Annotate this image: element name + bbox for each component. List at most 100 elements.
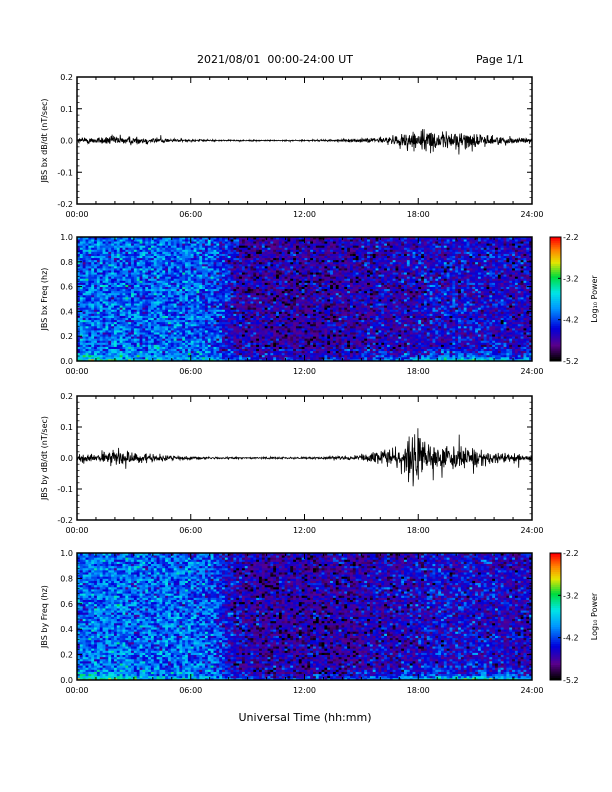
spectrogram-cell <box>119 332 123 335</box>
spectrogram-cell <box>199 315 203 318</box>
spectrogram-cell <box>295 319 300 323</box>
spectrogram-cell <box>179 282 183 285</box>
spectrogram-cell <box>236 294 240 298</box>
spectrogram-cell <box>227 309 231 312</box>
spectrogram-cell <box>159 315 163 318</box>
spectrogram-cell <box>261 358 266 362</box>
spectrogram-cell <box>133 253 138 256</box>
spectrogram-cell <box>105 292 109 296</box>
spectrogram-cell <box>287 294 291 298</box>
spectrogram-cell <box>210 311 214 314</box>
spectrogram-cell <box>256 243 260 246</box>
spectrogram-cell <box>264 257 268 261</box>
spectrogram-cell <box>216 249 220 252</box>
spectrogram-cell <box>301 342 305 345</box>
spectrogram-cell <box>230 354 234 358</box>
spectrogram-cell <box>156 309 160 312</box>
spectrogram-cell <box>153 358 158 362</box>
spectrogram-cell <box>119 344 123 347</box>
spectrogram-cell <box>176 286 180 290</box>
spectrogram-cell <box>99 280 103 283</box>
spectrogram-cell <box>111 299 115 302</box>
spectrogram-cell <box>196 270 200 273</box>
spectrogram-cell <box>82 282 86 285</box>
spectrogram-cell <box>298 272 303 275</box>
spectrogram-cell <box>136 282 140 285</box>
spectrogram-cell <box>94 325 98 329</box>
spectrogram-cell <box>122 340 126 343</box>
spectrogram-cell <box>77 237 81 240</box>
spectrogram-cell <box>131 327 135 331</box>
spectrogram-cell <box>230 280 234 283</box>
spectrogram-cell <box>222 239 226 242</box>
spectrogram-cell <box>287 325 291 329</box>
spectrogram-cell <box>170 323 175 327</box>
spectrogram-cell <box>224 288 229 292</box>
spectrogram-cell <box>199 327 203 331</box>
spectrogram-cell <box>239 344 243 347</box>
spectrogram-cell <box>281 352 285 356</box>
spectrogram-cell <box>176 282 180 285</box>
spectrogram-cell <box>247 272 251 275</box>
spectrogram-cell <box>131 307 135 310</box>
spectrogram-cell <box>185 334 189 337</box>
spectrogram-cell <box>102 342 106 345</box>
spectrogram-cell <box>290 319 294 323</box>
spectrogram-cell <box>125 311 129 314</box>
spectrogram-cell <box>193 280 197 283</box>
spectrogram-cell <box>276 292 280 296</box>
spectrogram-cell <box>247 274 251 277</box>
spectrogram-cell <box>113 245 118 248</box>
spectrogram-cell <box>125 346 129 349</box>
spectrogram-cell <box>267 332 271 335</box>
spectrogram-cell <box>77 311 81 314</box>
spectrogram-cell <box>259 245 263 248</box>
spectrogram-cell <box>253 325 257 329</box>
spectrogram-cell <box>113 249 118 252</box>
spectrogram-cell <box>128 346 132 349</box>
spectrogram-cell <box>105 317 109 321</box>
spectrogram-cell <box>227 354 231 358</box>
spectrogram-cell <box>105 290 109 294</box>
spectrogram-cell <box>173 237 177 240</box>
spectrogram-cell <box>193 325 197 329</box>
spectrogram-cell <box>116 284 121 287</box>
spectrogram-cell <box>77 327 81 331</box>
spectrogram-cell <box>244 263 249 267</box>
spectrogram-cell <box>133 280 138 283</box>
spectrogram-cell <box>182 257 186 261</box>
spectrogram-cell <box>304 274 308 277</box>
spectrogram-cell <box>216 342 220 345</box>
spectrogram-cell <box>230 301 234 304</box>
spectrogram-cell <box>131 247 135 250</box>
spectrogram-cell <box>278 280 283 283</box>
spectrogram-cell <box>261 294 266 298</box>
spectrogram-cell <box>108 237 112 240</box>
spectrogram-cell <box>145 249 149 252</box>
spectrogram-cell <box>227 245 231 248</box>
spectrogram-cell <box>213 311 217 314</box>
spectrogram-cell <box>102 241 106 244</box>
spectrogram-cell <box>256 303 260 306</box>
spectrogram-cell <box>295 292 300 296</box>
spectrogram-cell <box>239 288 243 292</box>
spectrogram-cell <box>148 290 152 294</box>
spectrogram-cell <box>213 259 217 263</box>
spectrogram-cell <box>244 338 249 341</box>
spectrogram-cell <box>142 323 146 327</box>
spectrogram-cell <box>113 253 118 256</box>
spectrogram-cell <box>298 255 303 259</box>
spectrogram-cell <box>128 280 132 283</box>
spectrogram-cell <box>304 336 308 339</box>
spectrogram-cell <box>298 243 303 246</box>
spectrogram-cell <box>261 299 266 302</box>
spectrogram-cell <box>170 284 175 287</box>
spectrogram-cell <box>185 307 189 310</box>
spectrogram-cell <box>91 241 95 244</box>
spectrogram-cell <box>125 303 129 306</box>
spectrogram-cell <box>216 257 220 261</box>
spectrogram-cell <box>187 292 192 296</box>
spectrogram-cell <box>241 247 246 250</box>
spectrogram-cell <box>159 338 163 341</box>
spectrogram-cell <box>133 319 138 323</box>
